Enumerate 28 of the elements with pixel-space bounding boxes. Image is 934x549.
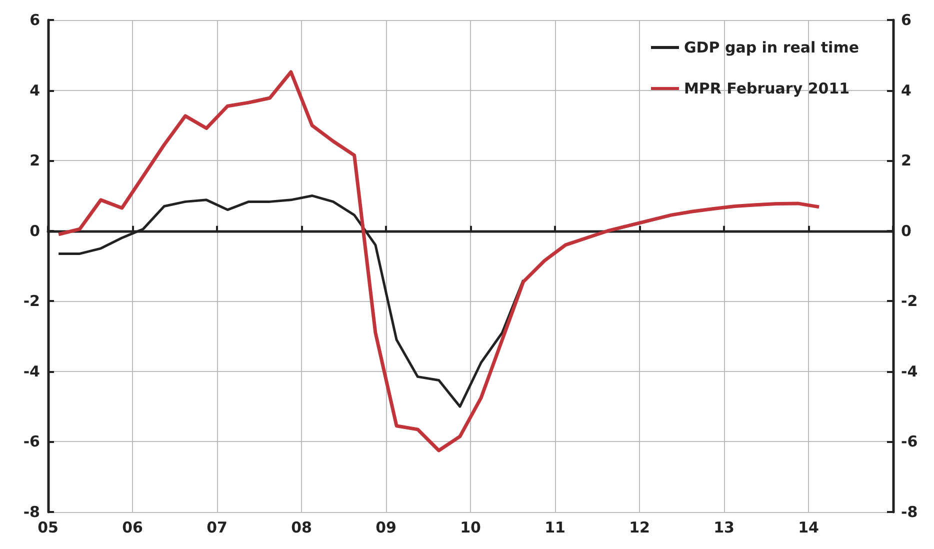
y2-tick-label: -4 (901, 362, 918, 380)
y-tick-label: 2 (30, 152, 40, 170)
y-tick-label: -8 (23, 503, 40, 521)
x-tick-label: 14 (798, 518, 819, 536)
y2-tick-label: -8 (901, 503, 918, 521)
x-tick-label: 08 (291, 518, 312, 536)
y-tick-label: -2 (23, 292, 40, 310)
x-tick-label: 06 (122, 518, 143, 536)
x-tick-label: 09 (376, 518, 396, 536)
x-tick-label: 07 (206, 518, 228, 536)
x-tick-label: 12 (629, 518, 650, 536)
y2-tick-label: -2 (901, 292, 918, 310)
y-tick-label: 0 (30, 222, 40, 240)
y-tick-label: 4 (30, 81, 40, 100)
y2-tick-label: 4 (901, 81, 912, 100)
y-tick-label: -4 (23, 362, 40, 380)
x-tick-label: 10 (460, 518, 481, 536)
y2-tick-label: -6 (901, 432, 918, 451)
y2-tick-label: 6 (901, 11, 912, 29)
x-tick-label: 05 (38, 518, 58, 536)
legend-label: GDP gap in real time (684, 38, 860, 56)
y2-tick-label: 0 (901, 222, 912, 240)
y2-tick-label: 2 (901, 152, 912, 170)
y-tick-label: -6 (23, 432, 40, 451)
legend-label: MPR February 2011 (684, 80, 850, 98)
y-tick-label: 6 (30, 11, 40, 29)
x-tick-label: 11 (544, 518, 566, 536)
x-tick-label: 13 (714, 518, 734, 536)
